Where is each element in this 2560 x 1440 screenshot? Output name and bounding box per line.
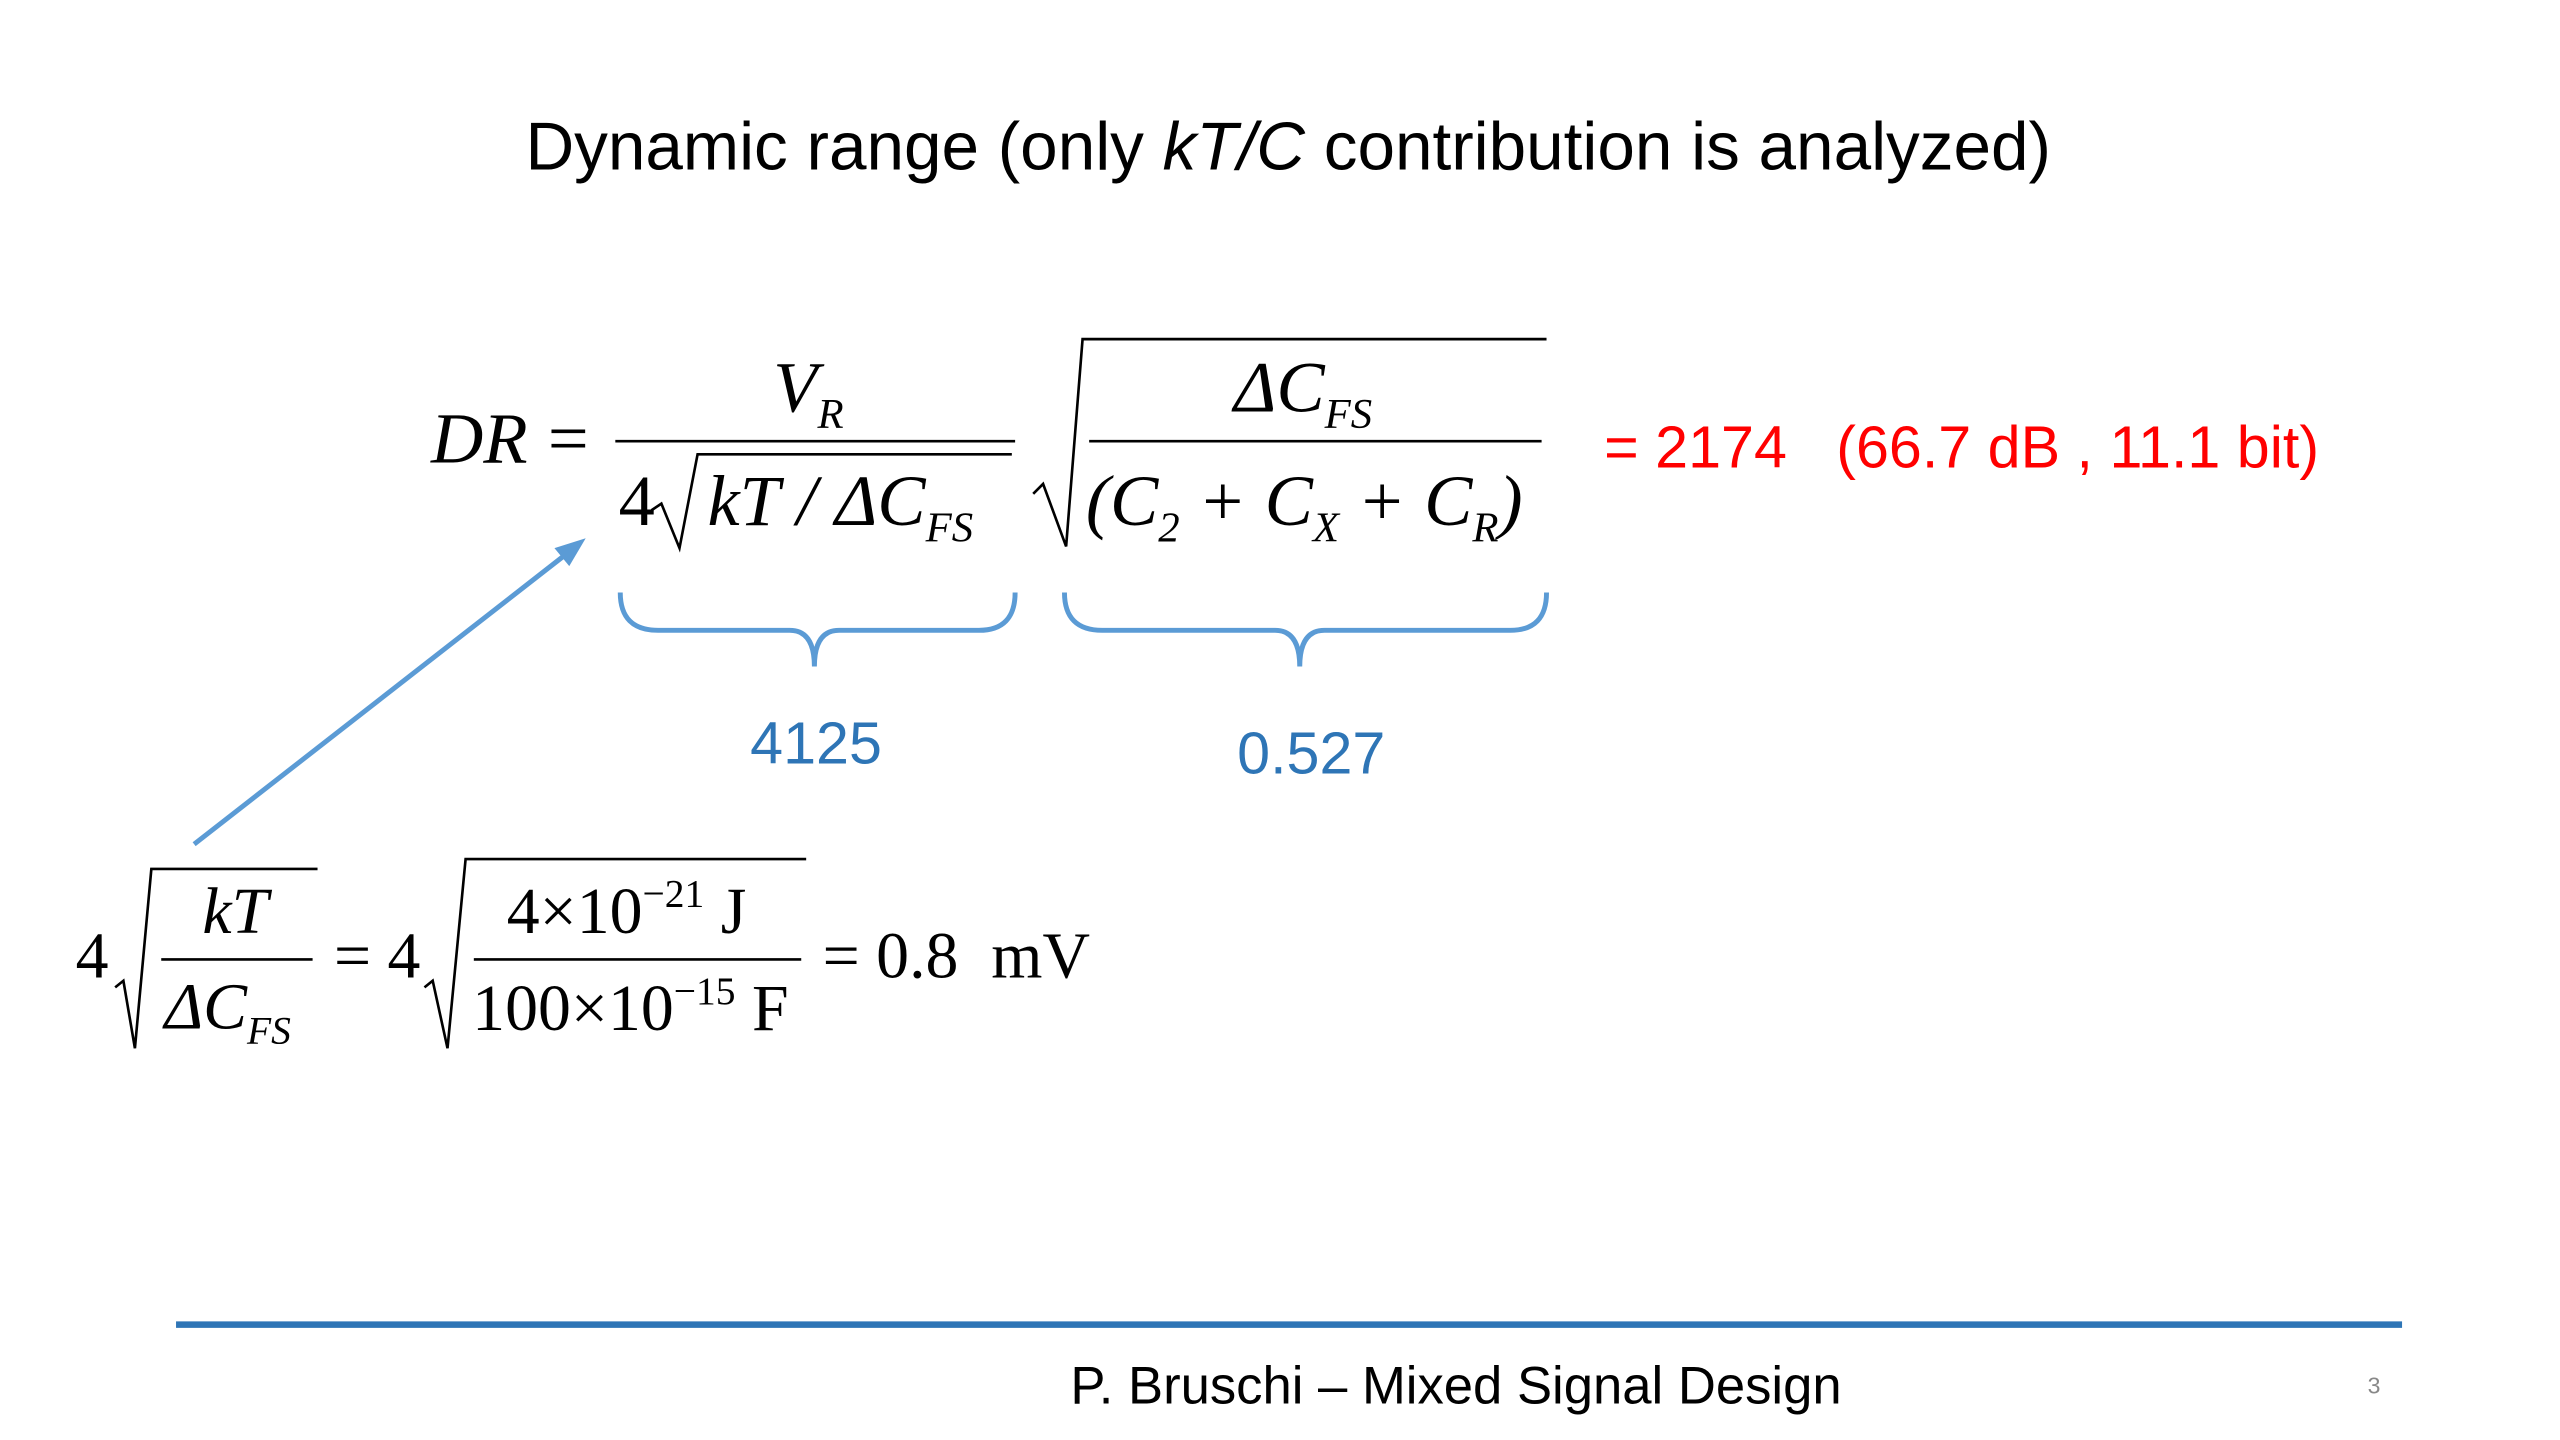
symbol: ΔC bbox=[1231, 347, 1325, 428]
subscript: R bbox=[1471, 504, 1498, 551]
title-text: Dynamic range (only bbox=[525, 110, 1162, 185]
root-numerator: ΔCFS bbox=[1231, 347, 1372, 438]
root-sign bbox=[1032, 337, 1547, 547]
title-text: contribution is analyzed) bbox=[1305, 110, 2051, 185]
brace bbox=[1062, 592, 1549, 667]
unit: J bbox=[704, 875, 746, 948]
unit: F bbox=[736, 972, 789, 1045]
noise-factor: 4 bbox=[76, 919, 109, 992]
noise-numerator: kT bbox=[202, 875, 272, 948]
arrow bbox=[192, 551, 570, 847]
subscript: FS bbox=[925, 504, 974, 551]
dr-numerator: VR bbox=[773, 347, 843, 438]
footer-text: P. Bruschi – Mixed Signal Design bbox=[1070, 1357, 1841, 1416]
symbol: ΔC bbox=[162, 970, 249, 1043]
dr-result: = 2174 (66.7 dB , 11.1 bit) bbox=[1604, 413, 2319, 480]
subscript: FS bbox=[1324, 391, 1373, 438]
exponent: −15 bbox=[674, 969, 736, 1013]
root-sign bbox=[423, 857, 807, 1049]
brace-label: 0.527 bbox=[1237, 719, 1385, 786]
subscript: FS bbox=[246, 1008, 291, 1052]
dr-denominator: kT / ΔCFS bbox=[707, 460, 973, 551]
subscript: X bbox=[1311, 504, 1341, 551]
noise-denominator: ΔCFS bbox=[162, 970, 292, 1052]
symbol: kT / ΔC bbox=[707, 460, 926, 541]
brace-label: 4125 bbox=[750, 710, 882, 777]
mantissa: 4×10 bbox=[507, 875, 643, 948]
root-sign bbox=[114, 867, 318, 1049]
symbol: ) bbox=[1495, 460, 1523, 541]
symbol: (C bbox=[1086, 460, 1159, 541]
title-italic: kT/C bbox=[1163, 110, 1307, 185]
mantissa: 100×10 bbox=[472, 972, 674, 1045]
noise-result: = 0.8 mV bbox=[823, 919, 1090, 992]
noise-numerator-value: 4×10−21 J bbox=[507, 872, 747, 948]
noise-denominator-value: 100×10−15 F bbox=[472, 969, 788, 1045]
symbol: V bbox=[773, 347, 825, 428]
slide-title: Dynamic range (only kT/C contribution is… bbox=[525, 110, 2050, 185]
symbol: + C bbox=[1339, 460, 1473, 541]
dr-lhs: DR bbox=[430, 398, 527, 479]
arrow-head bbox=[554, 538, 586, 567]
dr-factor: 4 bbox=[619, 460, 655, 541]
root-sign bbox=[650, 452, 1012, 553]
subscript: R bbox=[816, 391, 843, 438]
brace bbox=[617, 592, 1018, 667]
symbol: + C bbox=[1180, 460, 1314, 541]
root-denominator: (C2 + CX + CR) bbox=[1086, 460, 1523, 551]
subscript: 2 bbox=[1158, 504, 1179, 551]
noise-equals: = 4 bbox=[334, 919, 420, 992]
exponent: −21 bbox=[643, 872, 705, 916]
dr-equals: = bbox=[548, 398, 589, 479]
page-number: 3 bbox=[2368, 1373, 2381, 1399]
